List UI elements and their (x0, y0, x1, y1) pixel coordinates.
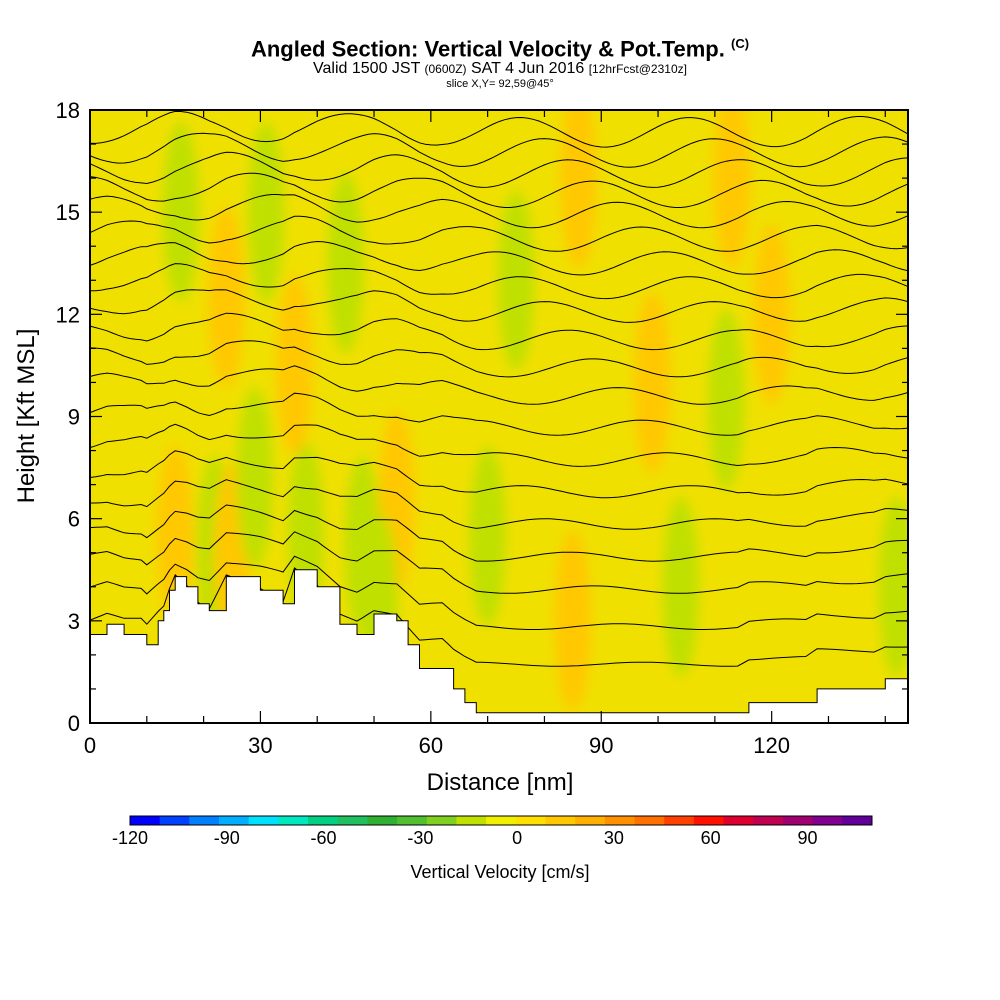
velocity-cell (208, 207, 245, 388)
theta-contour (90, 531, 908, 594)
x-axis-label: Distance [nm] (427, 769, 574, 796)
y-axis-label: Height [Kft MSL] (13, 329, 40, 504)
velocity-cell (878, 496, 908, 677)
colorbar-swatch (575, 816, 606, 825)
colorbar-swatch (515, 816, 547, 825)
y-tick-label: 0 (68, 711, 80, 736)
colorbar-swatch (367, 816, 398, 825)
colorbar-tick-label: 90 (797, 828, 817, 848)
theta-contour (90, 555, 908, 630)
velocity-cell (236, 387, 273, 568)
x-tick-label: 0 (84, 733, 96, 758)
theta-contour (90, 392, 908, 436)
colorbar-swatch (634, 816, 665, 825)
theta-contour (90, 172, 908, 208)
theta-contour (90, 194, 908, 229)
colorbar-swatch (426, 816, 457, 825)
colorbar-tick-label: 0 (512, 828, 522, 848)
x-tick-label: 120 (753, 733, 790, 758)
y-tick-label: 6 (68, 507, 80, 532)
potential-temperature-contours (90, 110, 908, 667)
colorbar-swatch (693, 816, 725, 825)
velocity-cell (560, 110, 597, 269)
velocity-cell (497, 190, 535, 371)
colorbar-frame (129, 815, 873, 826)
x-tick-label: 90 (589, 733, 613, 758)
colorbar-swatch (545, 816, 576, 825)
velocity-cell (753, 224, 790, 405)
theta-contour (90, 263, 908, 300)
velocity-cell (708, 309, 745, 490)
colorbar-tick-label: -120 (112, 828, 148, 848)
colorbar-swatch (486, 816, 517, 825)
colorbar-tick-label: 30 (604, 828, 624, 848)
theta-contour (90, 340, 908, 378)
velocity-cell (554, 530, 592, 711)
theta-contour (90, 110, 908, 148)
chart-subtitle: Valid 1500 JST (0600Z) SAT 4 Jun 2016 [1… (313, 60, 687, 77)
colorbar-swatch (604, 816, 636, 825)
theta-contour (90, 567, 908, 667)
y-tick-label: 15 (56, 200, 80, 225)
colorbar-swatch (397, 816, 428, 825)
colorbar-swatch (337, 816, 368, 825)
velocity-cell (162, 122, 200, 303)
velocity-cell (327, 173, 364, 354)
colorbar-label: Vertical Velocity [cm/s] (410, 862, 590, 882)
colorbar-swatch (248, 816, 279, 825)
velocity-cell (247, 122, 285, 303)
x-tick-label: 30 (248, 733, 272, 758)
theta-contour (90, 215, 908, 252)
colorbar-swatch (130, 816, 161, 825)
colorbar-tick-label: -90 (214, 828, 240, 848)
velocity-cell (469, 445, 506, 626)
chart-title: Angled Section: Vertical Velocity & Pot.… (250, 36, 750, 62)
y-tick-label: 9 (68, 405, 80, 430)
theta-contour (90, 450, 908, 499)
theta-contour (90, 151, 908, 188)
colorbar-swatch (664, 816, 695, 825)
colorbar-swatch (782, 816, 814, 825)
velocity-cell (662, 496, 699, 677)
theta-contour (90, 365, 908, 405)
colorbar-tick-label: 60 (701, 828, 721, 848)
colorbar-swatch (812, 816, 843, 825)
velocity-cell (634, 292, 671, 473)
colorbar-swatch (842, 816, 873, 825)
slice-label: slice X,Y= 92,59@45° (446, 78, 554, 90)
theta-contour (90, 312, 908, 351)
colorbar-swatch (219, 816, 250, 825)
colorbar-tick-label: -60 (311, 828, 337, 848)
colorbar-swatch (456, 816, 487, 825)
axes: 0 30 60 90 120 0 3 6 9 12 15 18 (56, 98, 908, 758)
theta-contour (90, 479, 908, 530)
x-tick-label: 60 (419, 733, 443, 758)
velocity-cell (713, 110, 751, 269)
colorbar-swatch (189, 816, 220, 825)
terrain-mask (90, 569, 908, 723)
y-tick-label: 12 (56, 302, 80, 327)
theta-contour (90, 423, 908, 467)
colorbar-swatch (723, 816, 754, 825)
colorbar-swatch (278, 816, 309, 825)
y-tick-label: 18 (56, 98, 80, 123)
colorbar-swatch (753, 816, 784, 825)
y-tick-label: 3 (68, 609, 80, 634)
theta-contour (90, 240, 908, 276)
colorbar-tick-label: -30 (407, 828, 433, 848)
colorbar-swatch (159, 816, 190, 825)
colorbar-swatch (308, 816, 339, 825)
theta-contour (90, 132, 908, 168)
theta-contour (90, 504, 908, 562)
theta-contour (90, 289, 908, 323)
colorbar: -120 -90 -60 -30 0 30 60 90 (112, 815, 873, 848)
